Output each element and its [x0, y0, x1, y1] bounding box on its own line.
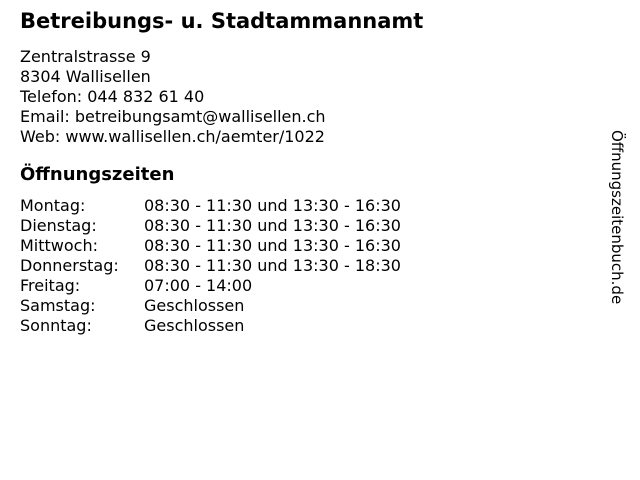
page-title: Betreibungs- u. Stadtammannamt — [20, 9, 424, 33]
day-label: Dienstag: — [20, 216, 97, 235]
hours-row-sunday: Sonntag: Geschlossen — [20, 316, 401, 336]
day-hours: 08:30 - 11:30 und 13:30 - 16:30 — [144, 216, 401, 235]
hours-row-friday: Freitag: 07:00 - 14:00 — [20, 276, 401, 296]
day-label: Sonntag: — [20, 316, 92, 335]
day-label: Mittwoch: — [20, 236, 98, 255]
day-label: Freitag: — [20, 276, 81, 295]
watermark-vertical-text: Öffnungszeitenbuch.de — [608, 130, 626, 305]
day-hours: 08:30 - 11:30 und 13:30 - 16:30 — [144, 196, 401, 215]
day-hours: 07:00 - 14:00 — [144, 276, 253, 295]
day-label: Donnerstag: — [20, 256, 119, 275]
hours-row-thursday: Donnerstag: 08:30 - 11:30 und 13:30 - 18… — [20, 256, 401, 276]
email-line: Email: betreibungsamt@wallisellen.ch — [20, 107, 326, 126]
day-hours: 08:30 - 11:30 und 13:30 - 18:30 — [144, 256, 401, 275]
day-label: Montag: — [20, 196, 86, 215]
hours-row-saturday: Samstag: Geschlossen — [20, 296, 401, 316]
day-hours: 08:30 - 11:30 und 13:30 - 16:30 — [144, 236, 401, 255]
phone-line: Telefon: 044 832 61 40 — [20, 87, 205, 106]
opening-hours-table: Montag: 08:30 - 11:30 und 13:30 - 16:30 … — [20, 196, 401, 336]
web-line: Web: www.wallisellen.ch/aemter/1022 — [20, 127, 325, 146]
opening-hours-heading: Öffnungszeiten — [20, 164, 175, 185]
hours-row-monday: Montag: 08:30 - 11:30 und 13:30 - 16:30 — [20, 196, 401, 216]
day-label: Samstag: — [20, 296, 96, 315]
hours-row-tuesday: Dienstag: 08:30 - 11:30 und 13:30 - 16:3… — [20, 216, 401, 236]
contact-info: Zentralstrasse 9 8304 Wallisellen Telefo… — [20, 47, 423, 147]
day-hours: Geschlossen — [144, 296, 245, 315]
day-hours: Geschlossen — [144, 316, 245, 335]
hours-row-wednesday: Mittwoch: 08:30 - 11:30 und 13:30 - 16:3… — [20, 236, 401, 256]
address-street: Zentralstrasse 9 — [20, 47, 151, 66]
main-content: Betreibungs- u. Stadtammannamt Zentralst… — [20, 0, 423, 336]
address-city: 8304 Wallisellen — [20, 67, 151, 86]
